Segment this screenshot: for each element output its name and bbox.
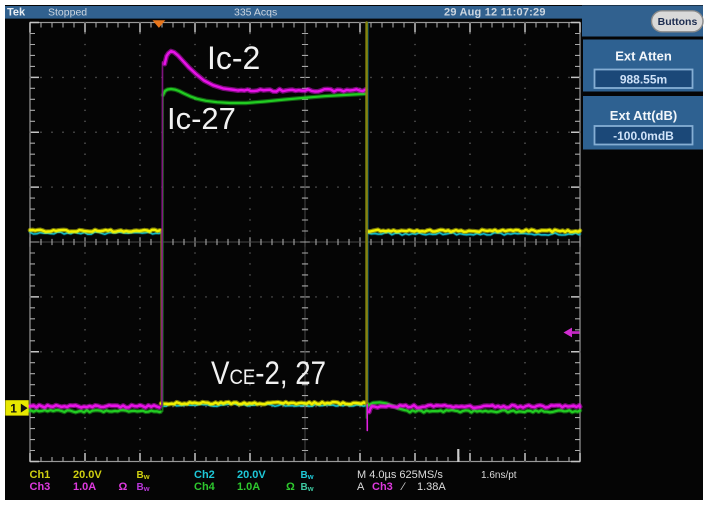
svg-text:-100.0mdB: -100.0mdB — [613, 129, 674, 143]
svg-text:29 Aug 12 11:07:29: 29 Aug 12 11:07:29 — [444, 7, 546, 19]
svg-text:1: 1 — [10, 402, 17, 416]
svg-text:20.0V: 20.0V — [73, 469, 102, 481]
svg-text:VCE-2, 27: VCE-2, 27 — [211, 355, 326, 391]
svg-text:Bw: Bw — [137, 482, 150, 493]
svg-text:1.6ns/pt: 1.6ns/pt — [481, 470, 517, 481]
svg-text:Ext Att(dB): Ext Att(dB) — [610, 108, 677, 123]
svg-text:A: A — [357, 481, 365, 493]
svg-text:Ω: Ω — [119, 481, 128, 493]
svg-text:1.38A: 1.38A — [417, 481, 446, 493]
svg-text:∕: ∕ — [400, 481, 407, 493]
svg-text:Ic-27: Ic-27 — [167, 101, 236, 136]
svg-text:Ext Atten: Ext Atten — [615, 49, 672, 64]
svg-text:Ch1: Ch1 — [30, 469, 51, 481]
svg-text:Buttons: Buttons — [658, 16, 698, 28]
svg-text:1.0A: 1.0A — [73, 481, 96, 493]
svg-text:335 Acqs: 335 Acqs — [234, 6, 277, 18]
svg-text:988.55m: 988.55m — [620, 73, 667, 87]
svg-text:Bw: Bw — [137, 470, 150, 481]
svg-text:M 4.0µs 625MS/s: M 4.0µs 625MS/s — [357, 469, 443, 481]
svg-text:Tek: Tek — [7, 6, 26, 18]
svg-text:Ch4: Ch4 — [194, 481, 216, 493]
svg-text:Ch2: Ch2 — [194, 469, 215, 481]
svg-text:Ch3: Ch3 — [30, 481, 51, 493]
svg-text:Ic-2: Ic-2 — [207, 40, 260, 76]
svg-text:Bw: Bw — [301, 482, 314, 493]
svg-text:Ch3: Ch3 — [372, 481, 393, 493]
svg-text:1.0A: 1.0A — [237, 481, 260, 493]
svg-text:20.0V: 20.0V — [237, 469, 266, 481]
svg-text:Bw: Bw — [301, 470, 314, 481]
svg-text:Stopped: Stopped — [48, 6, 87, 18]
svg-text:Ω: Ω — [286, 481, 295, 493]
